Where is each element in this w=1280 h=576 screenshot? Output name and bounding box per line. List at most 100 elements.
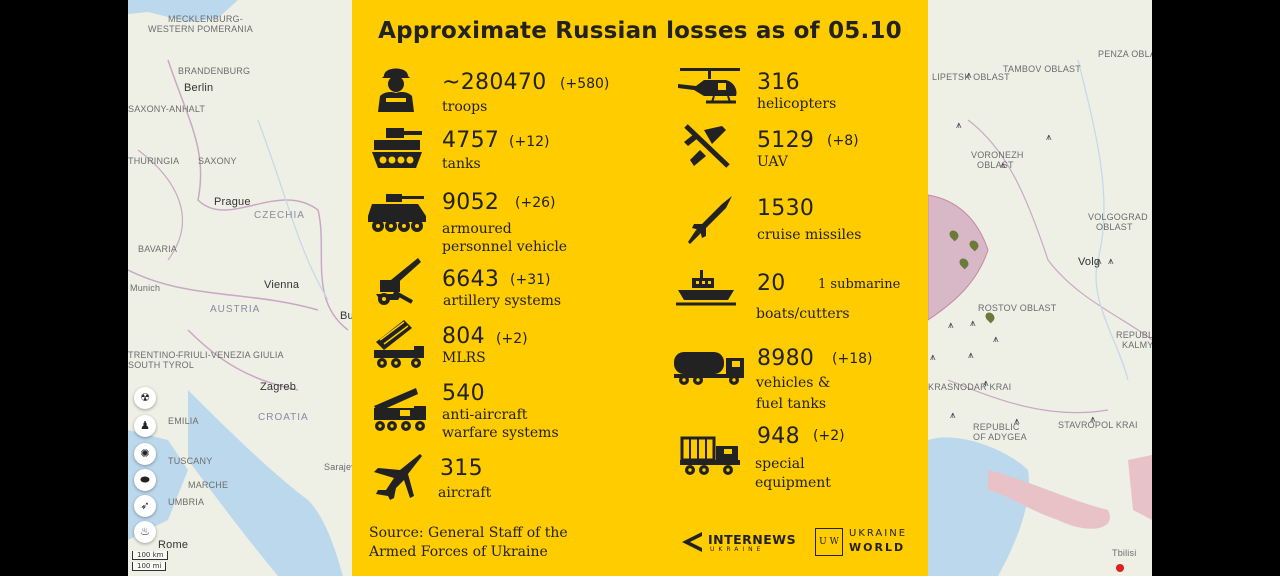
map-label: UMBRIA bbox=[168, 497, 205, 507]
mlrs-label: MLRS bbox=[442, 350, 486, 366]
map-label: WESTERN POMERANIA bbox=[148, 24, 253, 34]
apc-delta: (+26) bbox=[515, 195, 556, 211]
mlrs-icon bbox=[374, 320, 424, 368]
map-label: SOUTH TYROL bbox=[128, 360, 195, 370]
red-pin[interactable] bbox=[1116, 564, 1124, 572]
map-label: Prague bbox=[214, 196, 251, 208]
airfield-marker[interactable]: ⩚ bbox=[983, 378, 989, 389]
airfield-marker[interactable]: ⩚ bbox=[1046, 132, 1052, 143]
source-line-1: Source: General Staff of the bbox=[369, 525, 568, 541]
map-label: Sarajevo bbox=[324, 462, 362, 472]
mlrs-delta: (+2) bbox=[496, 331, 528, 347]
aircraft-icon bbox=[374, 454, 422, 500]
anti-aircraft-label-2: warfare systems bbox=[442, 425, 559, 441]
special-label-1: special bbox=[755, 456, 805, 472]
special-value: 948 bbox=[757, 424, 800, 449]
airfield-marker[interactable]: ⩚ bbox=[950, 410, 956, 421]
airfield-marker[interactable]: ⩚ bbox=[1090, 414, 1096, 425]
map-label: MECKLENBURG- bbox=[168, 14, 243, 24]
map-label: VOLGOGRAD bbox=[1088, 212, 1148, 222]
uav-label: UAV bbox=[757, 154, 788, 170]
aircraft-label: aircraft bbox=[438, 485, 492, 501]
fire-icon[interactable]: ♨ bbox=[134, 521, 156, 543]
map-label: KRASNODAR KRAI bbox=[928, 382, 1012, 392]
map-label: REPUBLIC bbox=[973, 422, 1020, 432]
map-label: STAVROPOL KRAI bbox=[1058, 420, 1138, 430]
helicopters-value: 316 bbox=[757, 70, 800, 95]
artillery-label: artillery systems bbox=[443, 293, 562, 309]
internews-name: INTERNEWS bbox=[708, 532, 797, 547]
troops-delta: (+580) bbox=[560, 76, 610, 92]
boats-value: 20 bbox=[757, 271, 786, 296]
vehicles-delta: (+18) bbox=[832, 351, 873, 367]
map-label: TAMBOV OBLAST bbox=[1003, 64, 1081, 74]
airfield-marker[interactable]: ⩚ bbox=[970, 318, 976, 329]
troops-label: troops bbox=[442, 99, 488, 115]
uw-bottom: WORLD bbox=[849, 541, 906, 554]
scale-km: 100 km bbox=[132, 551, 169, 560]
tank-icon bbox=[372, 128, 422, 168]
map-label: PENZA OBLAST bbox=[1098, 49, 1152, 59]
airfield-marker[interactable]: ⩚ bbox=[948, 320, 954, 331]
vehicles-label-1: vehicles & bbox=[756, 375, 831, 391]
artillery-value: 6643 bbox=[442, 267, 500, 292]
map-label: OBLAST bbox=[1096, 222, 1133, 232]
missile-icon bbox=[688, 196, 732, 244]
scale-mi: 100 mi bbox=[132, 562, 167, 571]
boat-icon bbox=[676, 270, 736, 306]
airfield-marker[interactable]: ⩚ bbox=[1014, 416, 1020, 427]
map-label: OF ADYGEA bbox=[973, 432, 1027, 442]
special-delta: (+2) bbox=[813, 428, 845, 444]
map-label: TUSCANY bbox=[168, 456, 213, 466]
uav-delta: (+8) bbox=[827, 133, 859, 149]
special-equipment-icon bbox=[680, 436, 740, 475]
submarine-note: 1 submarine bbox=[818, 277, 901, 292]
uav-value: 5129 bbox=[757, 128, 815, 153]
vehicles-label-2: fuel tanks bbox=[756, 396, 827, 412]
airfield-marker[interactable]: ⩚ bbox=[1000, 160, 1006, 171]
map-label: EMILIA bbox=[168, 416, 199, 426]
troops-value: ~280470 bbox=[442, 70, 547, 95]
pill-icon[interactable]: ⬬ bbox=[134, 469, 156, 491]
radiation-icon[interactable]: ☢ bbox=[134, 387, 156, 409]
airfield-marker[interactable]: ⩚ bbox=[930, 352, 936, 363]
artillery-icon bbox=[376, 258, 421, 305]
airfield-marker[interactable]: ⩚ bbox=[956, 120, 962, 131]
map-label: TRENTINO- bbox=[128, 350, 179, 360]
infographic-title: Approximate Russian losses as of 05.10 bbox=[378, 18, 902, 44]
missiles-value: 1530 bbox=[757, 196, 815, 221]
map-label: AUSTRIA bbox=[210, 304, 261, 315]
rocket-icon[interactable]: ➶ bbox=[134, 495, 156, 517]
map-label: FRIULI-VENEZIA GIULIA bbox=[178, 350, 284, 360]
anti-aircraft-icon bbox=[374, 388, 426, 431]
losses-infographic: Approximate Russian losses as of 05.10 ~… bbox=[352, 0, 928, 576]
map-label: MARCHE bbox=[188, 480, 229, 490]
explosion-icon[interactable]: ✺ bbox=[134, 443, 156, 465]
map-label: VORONEZH bbox=[971, 150, 1024, 160]
map-label: CROATIA bbox=[258, 412, 309, 423]
airfield-marker[interactable]: ⩚ bbox=[993, 334, 999, 345]
source-note: Source: General Staff of the Armed Force… bbox=[369, 524, 568, 562]
map-label: OBLAST bbox=[977, 160, 1014, 170]
uav-icon bbox=[684, 124, 730, 168]
uw-mark: U W bbox=[815, 528, 843, 556]
airfield-marker[interactable]: ⩚ bbox=[968, 350, 974, 361]
mlrs-value: 804 bbox=[442, 324, 485, 349]
apc-icon bbox=[368, 194, 426, 232]
map-label: Vienna bbox=[264, 279, 300, 291]
tanks-delta: (+12) bbox=[509, 134, 550, 150]
internews-mark-icon bbox=[682, 532, 702, 552]
special-label-2: equipment bbox=[755, 475, 831, 491]
airfield-marker[interactable]: ⩚ bbox=[1108, 256, 1114, 267]
tanks-value: 4757 bbox=[442, 128, 500, 153]
map-label: Bu bbox=[340, 310, 354, 322]
airfield-marker[interactable]: ⩚ bbox=[1096, 256, 1102, 267]
person-icon[interactable]: ♟ bbox=[134, 415, 156, 437]
aircraft-value: 315 bbox=[440, 456, 483, 481]
uw-top: UKRAINE bbox=[849, 528, 908, 539]
map-label: Berlin bbox=[184, 82, 214, 94]
map-label: CZECHIA bbox=[254, 210, 305, 221]
vehicles-value: 8980 bbox=[757, 346, 815, 371]
airfield-marker[interactable]: ⩚ bbox=[966, 70, 972, 81]
anti-aircraft-value: 540 bbox=[442, 381, 485, 406]
